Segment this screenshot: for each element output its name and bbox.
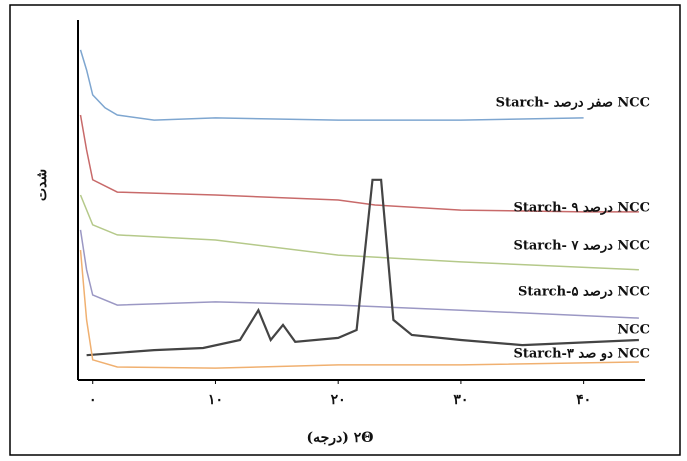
series-label: Starch-۵ درصد NCC — [518, 285, 650, 300]
series-line — [79, 49, 584, 121]
series-label: Starch- ۷ درصد NCC — [513, 239, 650, 254]
y-axis-label: شدت — [34, 169, 50, 201]
series-line — [79, 229, 639, 319]
series-line — [79, 249, 639, 369]
series-line — [79, 194, 639, 271]
series-line — [79, 114, 639, 213]
x-tick-label: ۰ — [89, 392, 97, 408]
series-line — [86, 178, 639, 357]
x-axis-label: ۲Θ (درجه) — [307, 430, 374, 446]
series-label: NCC — [617, 323, 650, 338]
x-tick-label: ۲۰ — [331, 392, 346, 408]
x-tick-label: ۳۰ — [453, 392, 468, 408]
series-label: Starch- ۹ درصد NCC — [513, 201, 650, 216]
series-label: Starch-۳ دو صد NCC — [513, 347, 650, 362]
series-label: Starch- صفر درصد NCC — [496, 96, 650, 111]
frame — [9, 4, 681, 456]
x-tick-label: ۴۰ — [576, 392, 591, 408]
x-tick-label: ۱۰ — [208, 392, 223, 408]
